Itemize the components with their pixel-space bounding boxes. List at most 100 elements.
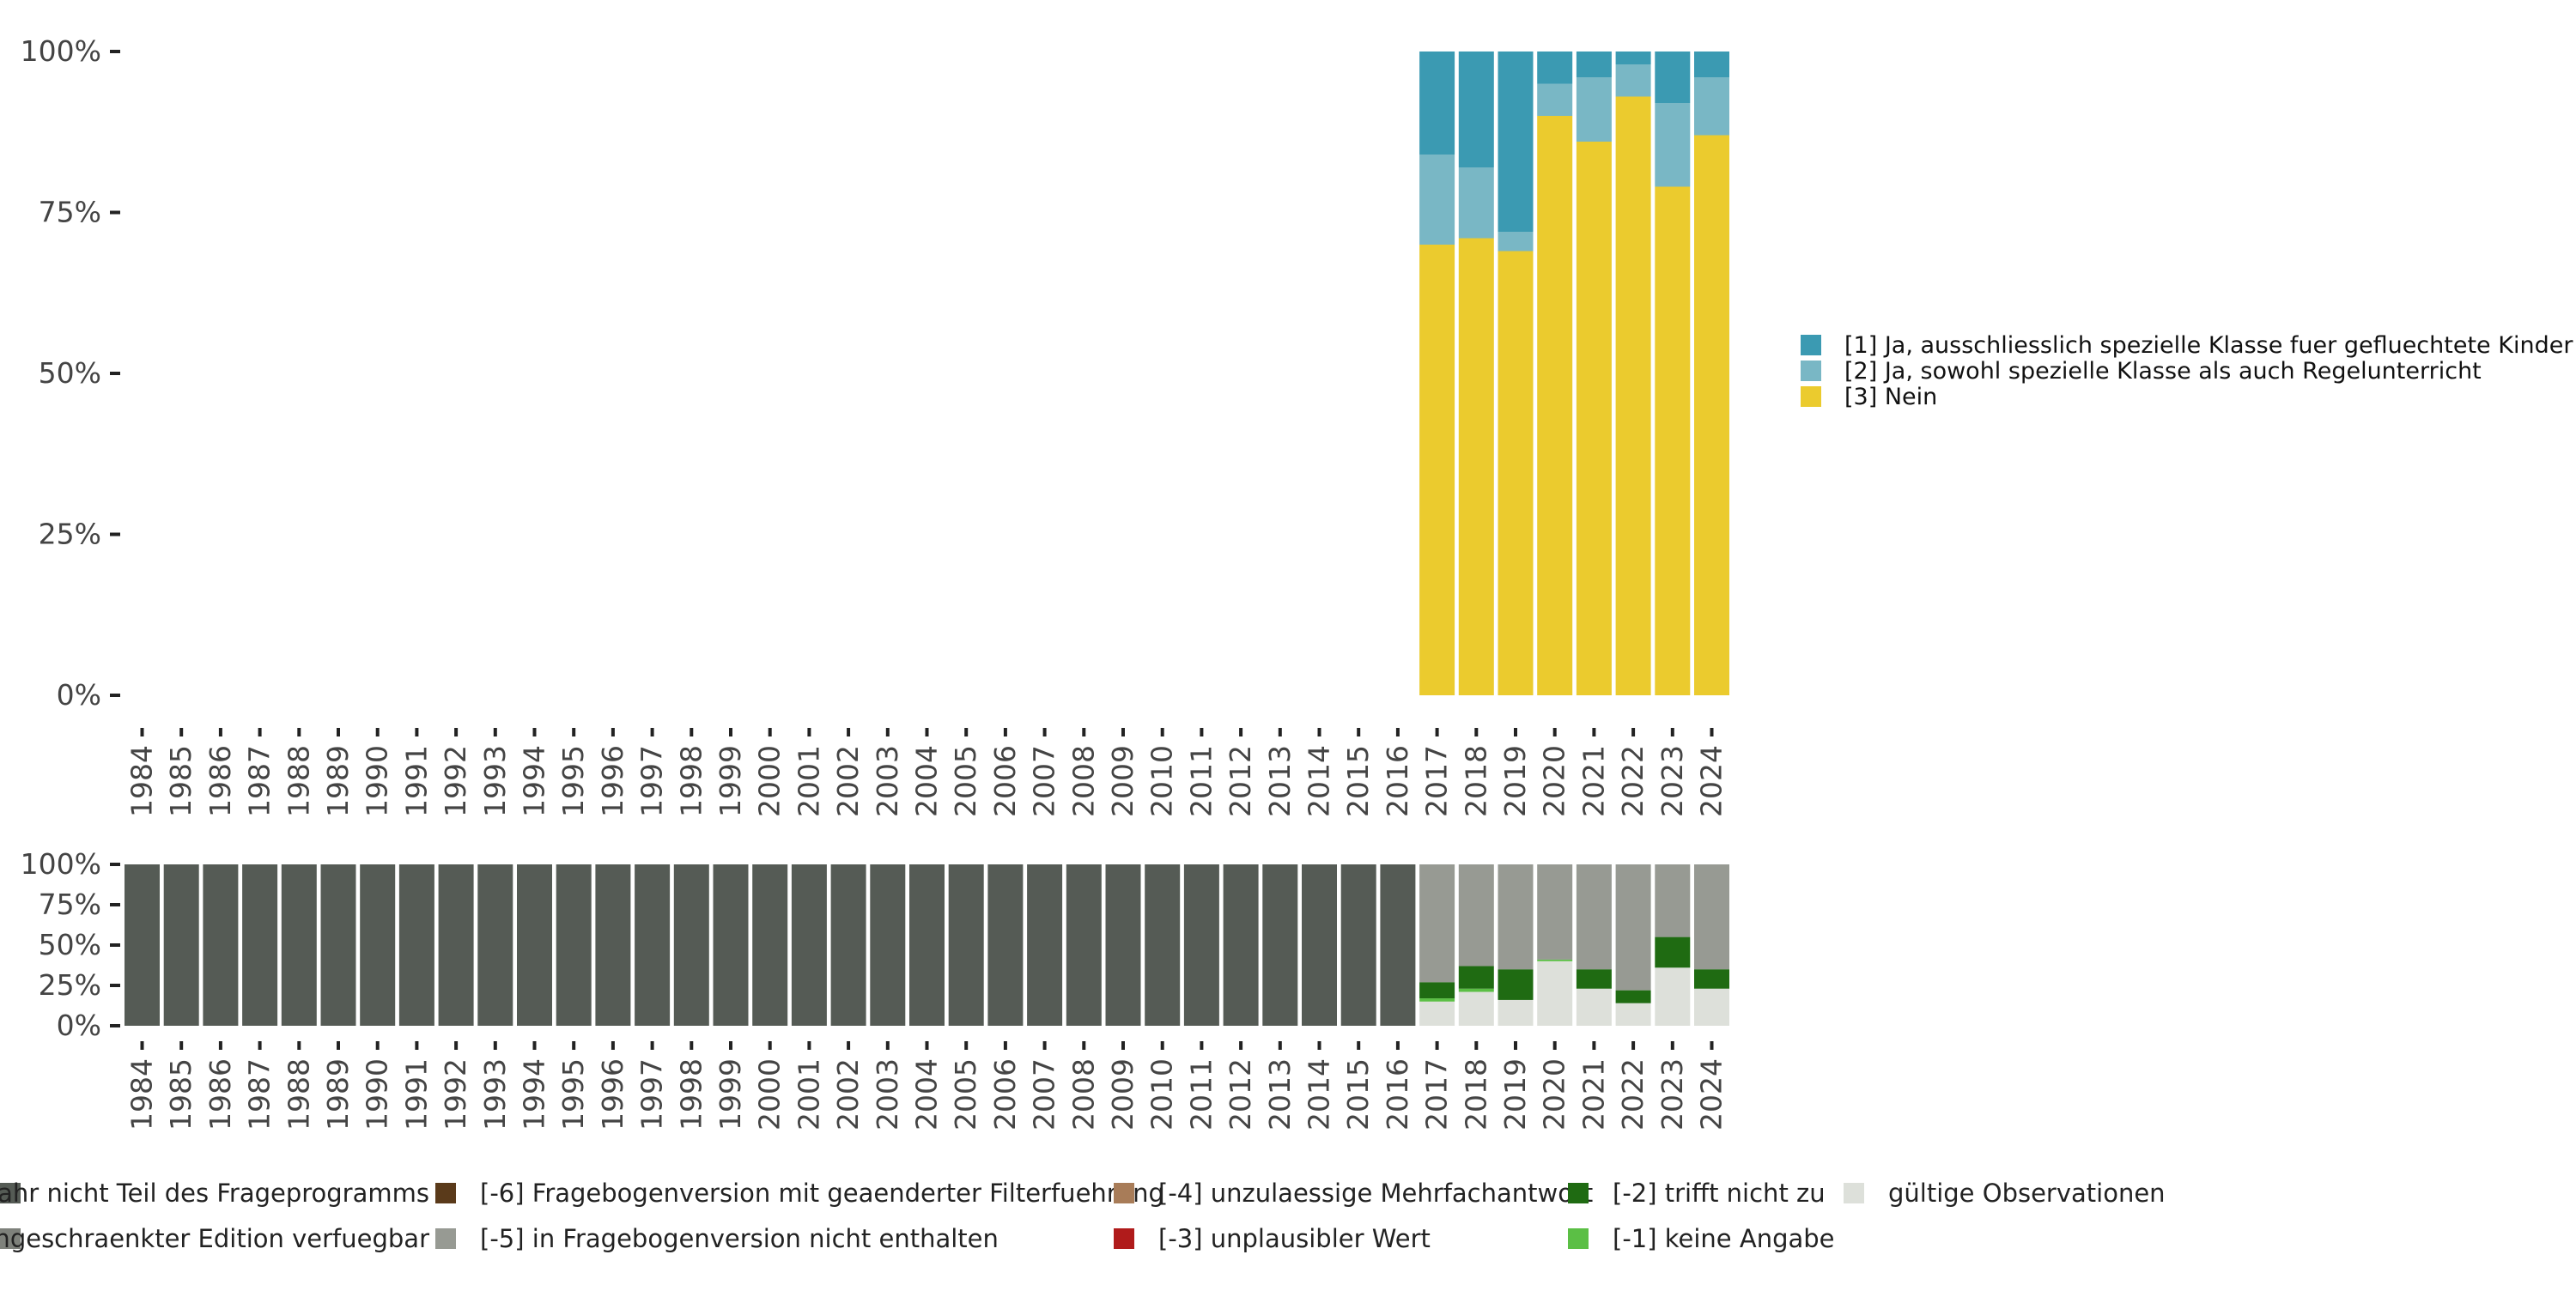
- missing-bar-2004-s4: [909, 864, 945, 1026]
- main-x-tick-label: 1990: [361, 745, 394, 817]
- missing-bar-1989-s4: [320, 864, 356, 1026]
- missing-bar-2020-s0: [1537, 961, 1573, 1026]
- missing-bar-1986-s4: [203, 864, 239, 1026]
- missing-x-tick-label: 1987: [243, 1058, 276, 1130]
- bottom-legend-swatch: [1568, 1228, 1589, 1249]
- missing-x-tick-label: 1991: [399, 1058, 433, 1130]
- missing-x-tick-label: 1999: [714, 1058, 747, 1130]
- missing-bar-2018-s1: [1458, 988, 1494, 992]
- missing-bar-2016-s4: [1380, 864, 1416, 1026]
- missing-bar-1998-s4: [673, 864, 709, 1026]
- main-x-tick-label: 1992: [439, 745, 472, 817]
- missing-x-tick-label: 1988: [282, 1058, 315, 1130]
- missing-x-tick-label: 1998: [674, 1058, 708, 1130]
- missing-x-tick-label: 2005: [949, 1058, 982, 1130]
- main-x-tick-label: 2009: [1106, 745, 1139, 817]
- missing-bar-2018-s3: [1458, 864, 1494, 967]
- missing-x-tick-label: 2007: [1028, 1058, 1061, 1130]
- missing-x-tick-label: 2018: [1459, 1058, 1492, 1130]
- main-bar-2022-s0: [1615, 96, 1651, 695]
- bottom-legend-label: [-5] in Fragebogenversion nicht enthalte…: [480, 1224, 999, 1253]
- missing-x-tick-label: 1986: [204, 1058, 237, 1130]
- missing-x-tick-label: 2017: [1420, 1058, 1454, 1130]
- missing-bar-1992-s4: [438, 864, 474, 1026]
- main-x-tick-label: 2006: [988, 745, 1022, 817]
- main-x-tick-label: 2014: [1303, 745, 1336, 817]
- missing-x-tick-label: 2024: [1695, 1058, 1728, 1130]
- main-x-tick-label: 1985: [164, 745, 197, 817]
- missing-bar-1996-s4: [595, 864, 631, 1026]
- missing-x-tick-label: 1985: [164, 1058, 197, 1130]
- missing-y-tick-label: 50%: [39, 928, 101, 961]
- missing-bar-2011-s4: [1183, 864, 1219, 1026]
- missing-bar-1995-s4: [556, 864, 592, 1026]
- missing-bar-1994-s4: [517, 864, 552, 1026]
- missing-x-tick-label: 2020: [1538, 1058, 1571, 1130]
- missing-y-tick-label: 25%: [39, 968, 101, 1002]
- missing-bar-2017-s1: [1419, 998, 1455, 1002]
- missing-bar-2017-s0: [1419, 1001, 1455, 1026]
- main-bar-2020-s1: [1537, 83, 1573, 116]
- main-bar-2018-s1: [1458, 167, 1494, 239]
- missing-x-tick-label: 1984: [125, 1058, 159, 1130]
- main-x-tick-label: 2002: [831, 745, 865, 817]
- legend-swatch: [1801, 335, 1821, 355]
- missing-x-tick-label: 1996: [596, 1058, 629, 1130]
- missing-bar-2014-s4: [1302, 864, 1337, 1026]
- main-x-tick-label: 2024: [1695, 745, 1728, 817]
- legend-label: [1] Ja, ausschliesslich spezielle Klasse…: [1844, 332, 2573, 359]
- main-x-tick-label: 2021: [1577, 745, 1610, 817]
- main-x-tick-label: 2007: [1028, 745, 1061, 817]
- main-bar-2017-s2: [1419, 52, 1455, 155]
- bottom-legend-label: gültige Observationen: [1888, 1179, 2166, 1208]
- missing-x-tick-label: 2013: [1263, 1058, 1297, 1130]
- missing-x-tick-label: 2010: [1145, 1058, 1179, 1130]
- missing-bar-2021-s0: [1576, 988, 1612, 1026]
- main-x-tick-label: 2019: [1498, 745, 1532, 817]
- bottom-legend-label: [-8] Frage in diesem Jahr nicht Teil des…: [0, 1179, 429, 1208]
- main-bar-2021-s1: [1576, 77, 1612, 142]
- main-bar-2017-s0: [1419, 245, 1455, 695]
- missing-bar-1997-s4: [635, 864, 671, 1026]
- missing-x-tick-label: 2023: [1656, 1058, 1689, 1130]
- main-y-tick-label: 75%: [39, 196, 101, 229]
- missing-bar-2024-s3: [1694, 864, 1729, 970]
- main-x-tick-label: 2012: [1224, 745, 1257, 817]
- missing-bar-2019-s2: [1498, 969, 1534, 1000]
- missing-bar-1984-s4: [125, 864, 160, 1026]
- missing-x-tick-label: 1990: [361, 1058, 394, 1130]
- missing-bar-2020-s3: [1537, 864, 1573, 960]
- legend-label: [3] Nein: [1844, 384, 1937, 410]
- main-x-tick-label: 1998: [674, 745, 708, 817]
- main-bar-2023-s1: [1655, 103, 1691, 187]
- missing-bar-2020-s1: [1537, 959, 1573, 961]
- main-x-tick-label: 2004: [910, 745, 944, 817]
- missing-bar-2024-s0: [1694, 988, 1729, 1026]
- missing-bar-2017-s2: [1419, 982, 1455, 999]
- main-x-tick-label: 1986: [204, 745, 237, 817]
- main-x-tick-label: 1988: [282, 745, 315, 817]
- main-x-tick-label: 2016: [1381, 745, 1414, 817]
- main-bar-2023-s2: [1655, 52, 1691, 103]
- main-bar-2019-s1: [1498, 232, 1534, 252]
- missing-bar-2002-s4: [830, 864, 866, 1026]
- main-x-tick-label: 2000: [753, 745, 787, 817]
- missing-x-tick-label: 2019: [1498, 1058, 1532, 1130]
- missing-bar-2018-s0: [1458, 991, 1494, 1026]
- missing-x-tick-label: 2014: [1303, 1058, 1336, 1130]
- main-bar-2022-s1: [1615, 64, 1651, 97]
- bottom-legend-swatch: [1114, 1183, 1134, 1203]
- missing-bar-2015-s4: [1340, 864, 1376, 1026]
- missing-x-tick-label: 2006: [988, 1058, 1022, 1130]
- missing-x-tick-label: 2011: [1184, 1058, 1218, 1130]
- missing-y-tick-label: 0%: [57, 1009, 101, 1042]
- missing-bar-2023-s2: [1655, 936, 1691, 968]
- main-y-tick-label: 100%: [21, 34, 101, 68]
- main-x-tick-label: 1989: [321, 745, 355, 817]
- main-x-tick-label: 2017: [1420, 745, 1454, 817]
- bottom-legend-swatch: [1844, 1183, 1864, 1203]
- main-bar-2022-s2: [1615, 52, 1651, 64]
- main-x-tick-label: 2003: [871, 745, 904, 817]
